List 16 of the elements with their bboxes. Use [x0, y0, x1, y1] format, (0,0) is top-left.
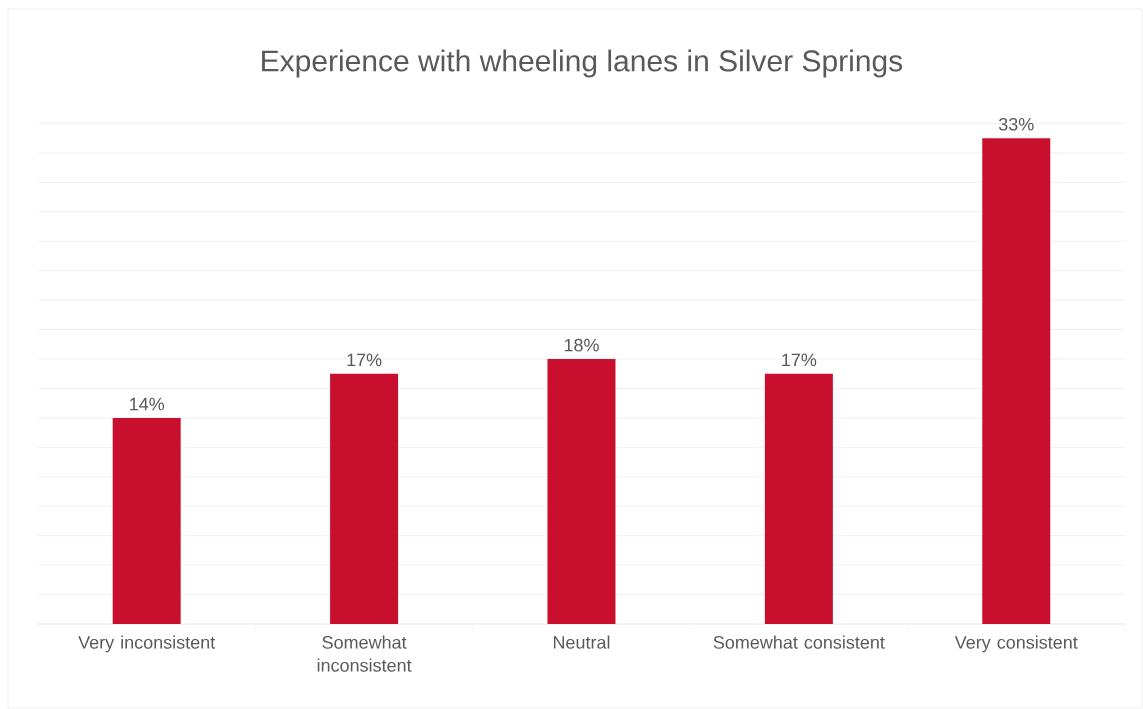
data-label: 18%: [564, 338, 599, 352]
bar: [764, 373, 833, 624]
data-label: 14%: [130, 397, 165, 411]
x-tick-label: Somewhat inconsistent: [317, 635, 412, 672]
bar: [112, 417, 181, 624]
data-label: 17%: [782, 353, 817, 367]
x-tick-label: Very inconsistent: [78, 635, 216, 653]
data-label: 33%: [998, 117, 1034, 131]
bar: [330, 373, 399, 624]
x-tick-label: Neutral: [553, 635, 610, 649]
data-label: 17%: [347, 353, 382, 367]
x-tick-label: Very consistent: [954, 635, 1078, 653]
bar: [982, 138, 1051, 624]
chart-title: Experience with wheeling lanes in Silver Springs: [262, 49, 903, 78]
x-tick-label: Somewhat consistent: [713, 635, 885, 649]
bar: [547, 358, 616, 624]
